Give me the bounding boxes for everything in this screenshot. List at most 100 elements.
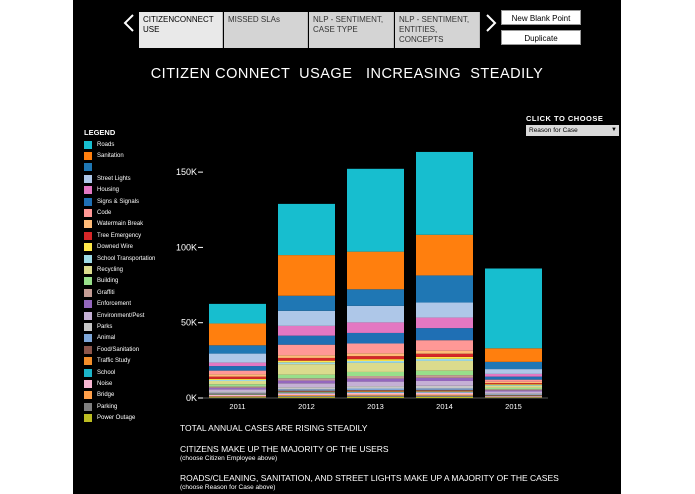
bar-segment[interactable] <box>347 168 404 252</box>
legend-item[interactable]: Graffiti <box>84 287 155 298</box>
bar-segment[interactable] <box>209 386 266 388</box>
legend-item[interactable]: Noise <box>84 378 155 389</box>
bar-segment[interactable] <box>347 353 404 357</box>
bar-segment[interactable] <box>278 374 335 379</box>
bar-segment[interactable] <box>416 356 473 359</box>
bar-segment[interactable] <box>278 335 335 345</box>
bar-segment[interactable] <box>485 384 542 386</box>
bar-segment[interactable] <box>209 379 266 381</box>
bar-segment[interactable] <box>485 384 542 385</box>
bar-segment[interactable] <box>209 387 266 390</box>
bar-segment[interactable] <box>209 393 266 395</box>
bar-segment[interactable] <box>347 322 404 333</box>
bar-segment[interactable] <box>485 379 542 382</box>
bar-segment[interactable] <box>209 384 266 387</box>
bar-segment[interactable] <box>278 360 335 363</box>
bar-segment[interactable] <box>209 378 266 380</box>
legend-item[interactable]: Housing <box>84 185 155 196</box>
bar-segment[interactable] <box>278 387 335 390</box>
bar-segment[interactable] <box>347 360 404 363</box>
bar-segment[interactable] <box>278 255 335 296</box>
new-blank-point-button[interactable]: New Blank Point <box>501 10 581 25</box>
bar-segment[interactable] <box>278 394 335 396</box>
legend-item[interactable]: Parking <box>84 401 155 412</box>
chevron-right-icon[interactable] <box>483 12 499 40</box>
legend-item[interactable]: Environment/Pest <box>84 310 155 321</box>
bar-segment[interactable] <box>416 380 473 386</box>
bar-segment[interactable] <box>347 396 404 398</box>
bar-segment[interactable] <box>485 361 542 370</box>
bar-segment[interactable] <box>278 383 335 388</box>
bar-segment[interactable] <box>485 385 542 388</box>
bar-segment[interactable] <box>485 383 542 385</box>
bar-segment[interactable] <box>485 393 542 395</box>
bar-segment[interactable] <box>278 295 335 311</box>
legend-item[interactable]: Watermain Break <box>84 219 155 230</box>
bar-segment[interactable] <box>485 387 542 390</box>
bar-segment[interactable] <box>209 345 266 354</box>
bar-segment[interactable] <box>347 395 404 397</box>
bar-segment[interactable] <box>209 389 266 392</box>
bar-segment[interactable] <box>416 234 473 276</box>
bar-segment[interactable] <box>278 395 335 398</box>
tab-nlp-sentiment-entities[interactable]: NLP - SENTIMENT, ENTITIES, CONCEPTS <box>395 12 480 48</box>
bar-segment[interactable] <box>209 362 266 367</box>
legend-item[interactable]: Traffic Study <box>84 355 155 366</box>
bar-segment[interactable] <box>485 381 542 384</box>
bar-segment[interactable] <box>347 394 404 396</box>
bar-segment[interactable] <box>209 376 266 379</box>
bar-segment[interactable] <box>416 353 473 357</box>
bar-segment[interactable] <box>416 391 473 393</box>
bar-segment[interactable] <box>347 390 404 392</box>
bar-segment[interactable] <box>278 380 335 384</box>
bar-segment[interactable] <box>278 310 335 326</box>
bar-segment[interactable] <box>485 348 542 362</box>
bar-segment[interactable] <box>347 391 404 393</box>
bar-segment[interactable] <box>485 394 542 395</box>
legend-item[interactable]: Street Lights <box>84 173 155 184</box>
bar-segment[interactable] <box>209 370 266 375</box>
bar-segment[interactable] <box>416 370 473 376</box>
tab-nlp-sentiment-case-type[interactable]: NLP - SENTIMENT, CASE TYPE <box>309 12 394 48</box>
legend-item[interactable]: Enforcement <box>84 298 155 309</box>
bar-segment[interactable] <box>347 381 404 387</box>
bar-segment[interactable] <box>278 392 335 394</box>
bar-segment[interactable] <box>347 305 404 323</box>
bar-segment[interactable] <box>347 359 404 361</box>
bar-segment[interactable] <box>347 289 404 306</box>
bar-segment[interactable] <box>416 151 473 235</box>
bar-segment[interactable] <box>278 357 335 361</box>
bar-segment[interactable] <box>347 388 404 391</box>
bar-segment[interactable] <box>278 397 335 398</box>
bar-segment[interactable] <box>278 362 335 365</box>
bar-segment[interactable] <box>416 377 473 381</box>
bar-segment[interactable] <box>209 396 266 398</box>
bar-segment[interactable] <box>209 396 266 397</box>
bar-segment[interactable] <box>485 391 542 394</box>
bar-segment[interactable] <box>347 392 404 395</box>
reason-dropdown[interactable]: Reason for Case ▼ <box>526 125 619 136</box>
bar-segment[interactable] <box>416 340 473 351</box>
bar-segment[interactable] <box>347 356 404 360</box>
bar-segment[interactable] <box>209 392 266 394</box>
bar-segment[interactable] <box>209 323 266 346</box>
bar-segment[interactable] <box>347 362 404 372</box>
legend-item[interactable]: Parks <box>84 321 155 332</box>
chevron-left-icon[interactable] <box>121 12 137 40</box>
bar-segment[interactable] <box>416 328 473 341</box>
tab-missed-slas[interactable]: MISSED SLAs <box>224 12 308 48</box>
bar-segment[interactable] <box>278 391 335 393</box>
bar-segment[interactable] <box>347 386 404 389</box>
legend-item[interactable]: Sanitation <box>84 150 155 161</box>
legend-item[interactable]: Animal <box>84 333 155 344</box>
bar-segment[interactable] <box>278 390 335 392</box>
legend-item[interactable]: Signs & Signals <box>84 196 155 207</box>
bar-segment[interactable] <box>485 390 542 392</box>
bar-segment[interactable] <box>209 353 266 363</box>
bar-segment[interactable] <box>209 391 266 393</box>
bar-segment[interactable] <box>209 374 266 377</box>
bar-segment[interactable] <box>485 369 542 374</box>
bar-segment[interactable] <box>278 378 335 381</box>
bar-segment[interactable] <box>347 332 404 344</box>
legend-item[interactable] <box>84 162 155 173</box>
